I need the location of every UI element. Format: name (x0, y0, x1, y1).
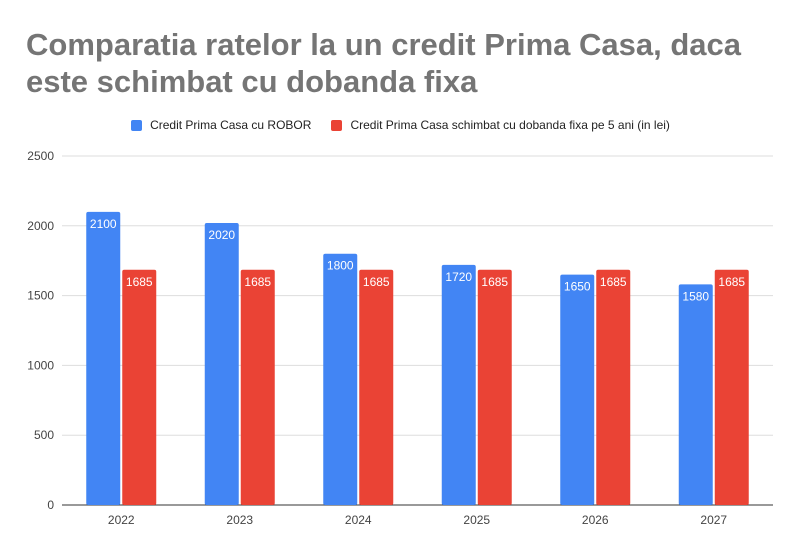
x-tick-label: 2024 (345, 513, 372, 527)
legend-item-series-1[interactable]: Credit Prima Casa cu ROBOR (131, 118, 311, 132)
x-tick-label: 2023 (226, 513, 253, 527)
legend-label-series-2: Credit Prima Casa schimbat cu dobanda fi… (350, 118, 670, 132)
y-tick-label: 2500 (27, 149, 54, 163)
data-label: 1580 (682, 289, 709, 303)
legend-swatch-series-1 (131, 119, 143, 131)
y-tick-label: 1500 (27, 289, 54, 303)
bar-dobanda-fixa (596, 269, 631, 505)
data-label: 1685 (718, 275, 745, 289)
bar-dobanda-fixa (240, 269, 275, 505)
data-label: 1720 (445, 270, 472, 284)
data-label: 1800 (327, 259, 354, 273)
legend-swatch-series-2 (331, 119, 343, 131)
x-tick-label: 2026 (582, 513, 609, 527)
data-label: 1685 (600, 275, 627, 289)
legend: Credit Prima Casa cu ROBOR Credit Prima … (0, 116, 801, 134)
bar-robor (441, 264, 476, 505)
chart-title: Comparatia ratelor la un credit Prima Ca… (26, 27, 741, 99)
x-tick-label: 2027 (700, 513, 727, 527)
y-tick-label: 1000 (27, 358, 54, 372)
data-label: 1685 (363, 275, 390, 289)
bar-dobanda-fixa (477, 269, 512, 505)
x-tick-label: 2022 (108, 513, 135, 527)
data-label: 1685 (481, 275, 508, 289)
bar-robor (323, 253, 358, 505)
data-label: 2100 (90, 217, 117, 231)
bar-robor (204, 223, 239, 505)
data-label: 1685 (126, 275, 153, 289)
legend-label-series-1: Credit Prima Casa cu ROBOR (150, 118, 312, 132)
y-tick-label: 2000 (27, 219, 54, 233)
bar-dobanda-fixa (714, 269, 749, 505)
bar-dobanda-fixa (359, 269, 394, 505)
bar-robor (678, 284, 713, 505)
data-label: 1650 (564, 280, 591, 294)
bar-robor (86, 211, 121, 505)
y-tick-label: 0 (47, 498, 54, 512)
x-tick-label: 2025 (463, 513, 490, 527)
data-label: 2020 (208, 228, 235, 242)
y-tick-label: 500 (34, 428, 54, 442)
bar-robor (560, 274, 595, 505)
bar-dobanda-fixa (122, 269, 157, 505)
legend-item-series-2[interactable]: Credit Prima Casa schimbat cu dobanda fi… (331, 118, 670, 132)
data-label: 1685 (244, 275, 271, 289)
